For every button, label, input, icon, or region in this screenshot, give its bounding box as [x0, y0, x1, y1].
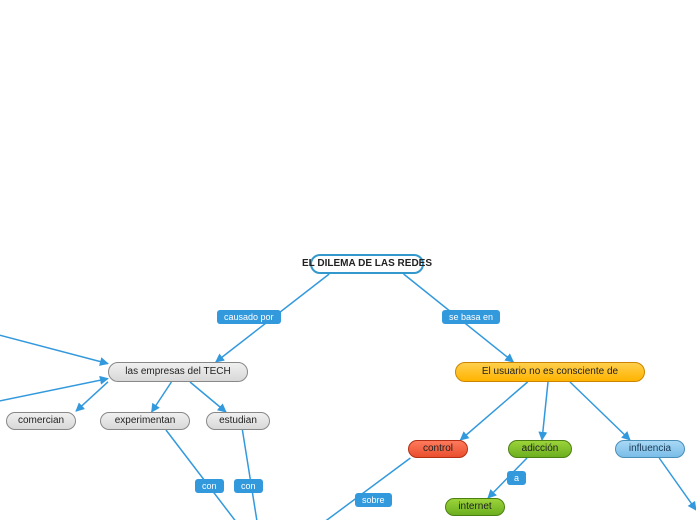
concept-node-label: comercian — [18, 415, 64, 427]
concept-node-label: las empresas del TECH — [125, 366, 230, 378]
edge — [460, 382, 527, 440]
concept-node-label: adicción — [522, 443, 559, 455]
concept-node-label: El usuario no es consciente de — [482, 366, 618, 378]
concept-node-tech[interactable]: las empresas del TECH — [108, 362, 248, 382]
edge — [659, 458, 696, 510]
concept-node-adiccion[interactable]: adicción — [508, 440, 572, 458]
edge — [0, 330, 108, 364]
edge — [152, 382, 172, 412]
concept-node-label: internet — [458, 501, 491, 513]
concept-node-root[interactable]: EL DILEMA DE LAS REDES — [310, 254, 424, 274]
edge — [542, 382, 548, 440]
concept-node-control[interactable]: control — [408, 440, 468, 458]
edge-label: sobre — [355, 493, 392, 507]
edge — [76, 382, 108, 411]
concept-node-label: experimentan — [115, 415, 176, 427]
concept-node-label: EL DILEMA DE LAS REDES — [302, 258, 432, 270]
concept-node-estudian[interactable]: estudian — [206, 412, 270, 430]
edge — [300, 458, 410, 520]
edge — [0, 379, 108, 405]
edge — [242, 430, 260, 520]
edge — [570, 382, 630, 440]
concept-node-label: estudian — [219, 415, 257, 427]
edge-label: a — [507, 471, 526, 485]
concept-node-label: influencia — [629, 443, 671, 455]
edge-label: se basa en — [442, 310, 500, 324]
edge-label: causado por — [217, 310, 281, 324]
concept-node-internet[interactable]: internet — [445, 498, 505, 516]
concept-node-usuario[interactable]: El usuario no es consciente de — [455, 362, 645, 382]
edge-label: con — [234, 479, 263, 493]
concept-node-comercian[interactable]: comercian — [6, 412, 76, 430]
edge — [166, 430, 250, 520]
concept-node-label: control — [423, 443, 453, 455]
concept-node-experim[interactable]: experimentan — [100, 412, 190, 430]
edge-label: con — [195, 479, 224, 493]
concept-node-influ[interactable]: influencia — [615, 440, 685, 458]
edge — [190, 382, 226, 412]
